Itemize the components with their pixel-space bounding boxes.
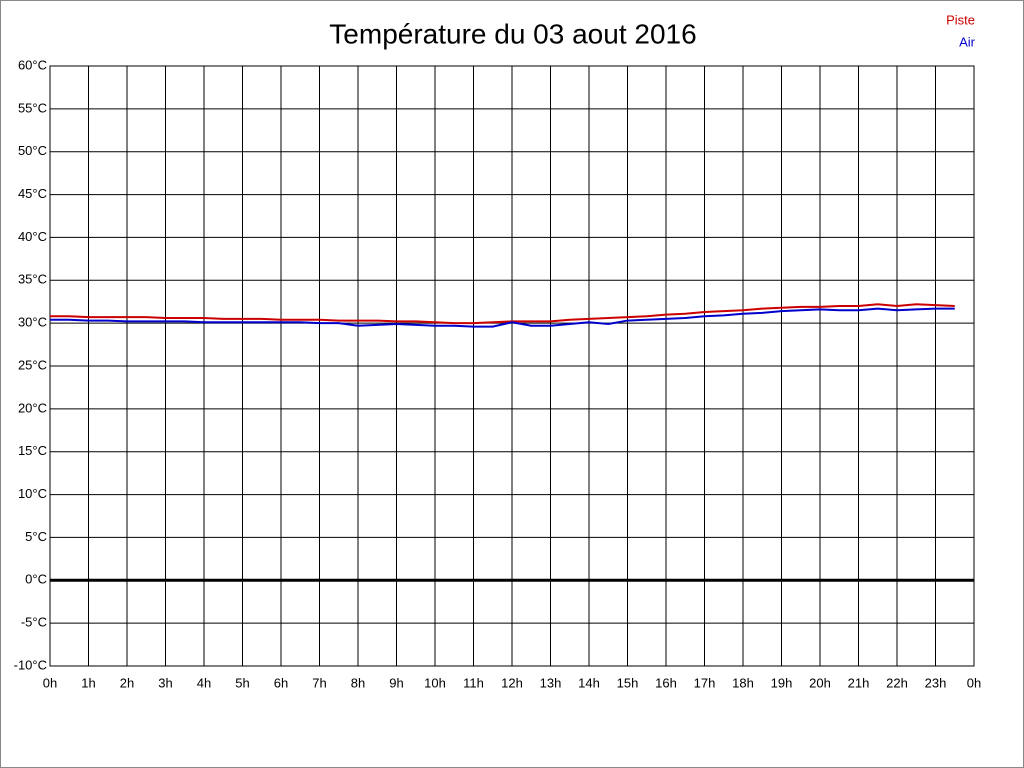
chart-title: Température du 03 aout 2016	[329, 18, 696, 49]
y-tick-label: -10°C	[14, 657, 47, 672]
line-series	[50, 307, 955, 328]
x-tick-label: 22h	[886, 675, 908, 690]
y-tick-label: 25°C	[18, 357, 47, 372]
x-tick-label: 16h	[655, 675, 677, 690]
y-tick-label: 55°C	[18, 100, 47, 115]
legend-entry: Air	[959, 34, 976, 49]
x-tick-label: 13h	[540, 675, 562, 690]
x-tick-label: 19h	[771, 675, 793, 690]
x-tick-label: 1h	[81, 675, 95, 690]
x-tick-label: 17h	[694, 675, 716, 690]
y-tick-label: 30°C	[18, 315, 47, 330]
x-tick-label: 2h	[120, 675, 134, 690]
y-tick-label: 60°C	[18, 57, 47, 72]
x-tick-label: 8h	[351, 675, 365, 690]
x-tick-label: 10h	[424, 675, 446, 690]
y-tick-label: 45°C	[18, 186, 47, 201]
y-tick-label: 35°C	[18, 272, 47, 287]
x-tick-label: 5h	[235, 675, 249, 690]
x-tick-label: 15h	[617, 675, 639, 690]
y-tick-label: -5°C	[21, 615, 47, 630]
x-tick-label: 18h	[732, 675, 754, 690]
x-tick-label: 9h	[389, 675, 403, 690]
x-tick-label: 20h	[809, 675, 831, 690]
x-tick-label: 0h	[43, 675, 57, 690]
legend-entry: Piste	[946, 12, 975, 27]
plot-border	[49, 65, 975, 667]
y-tick-label: 5°C	[25, 529, 47, 544]
x-tick-label: 6h	[274, 675, 288, 690]
y-tick-label: 10°C	[18, 486, 47, 501]
x-tick-label: 14h	[578, 675, 600, 690]
y-tick-label: 20°C	[18, 400, 47, 415]
line-series	[50, 303, 955, 325]
y-tick-label: 15°C	[18, 443, 47, 458]
x-tick-label: 12h	[501, 675, 523, 690]
y-tick-label: 50°C	[18, 143, 47, 158]
y-tick-label: 0°C	[25, 572, 47, 587]
x-tick-label: 3h	[158, 675, 172, 690]
x-tick-label: 7h	[312, 675, 326, 690]
x-tick-label: 23h	[925, 675, 947, 690]
x-tick-label: 4h	[197, 675, 211, 690]
x-tick-label: 0h	[967, 675, 981, 690]
x-tick-label: 21h	[848, 675, 870, 690]
y-tick-label: 40°C	[18, 229, 47, 244]
x-tick-label: 11h	[463, 675, 484, 690]
